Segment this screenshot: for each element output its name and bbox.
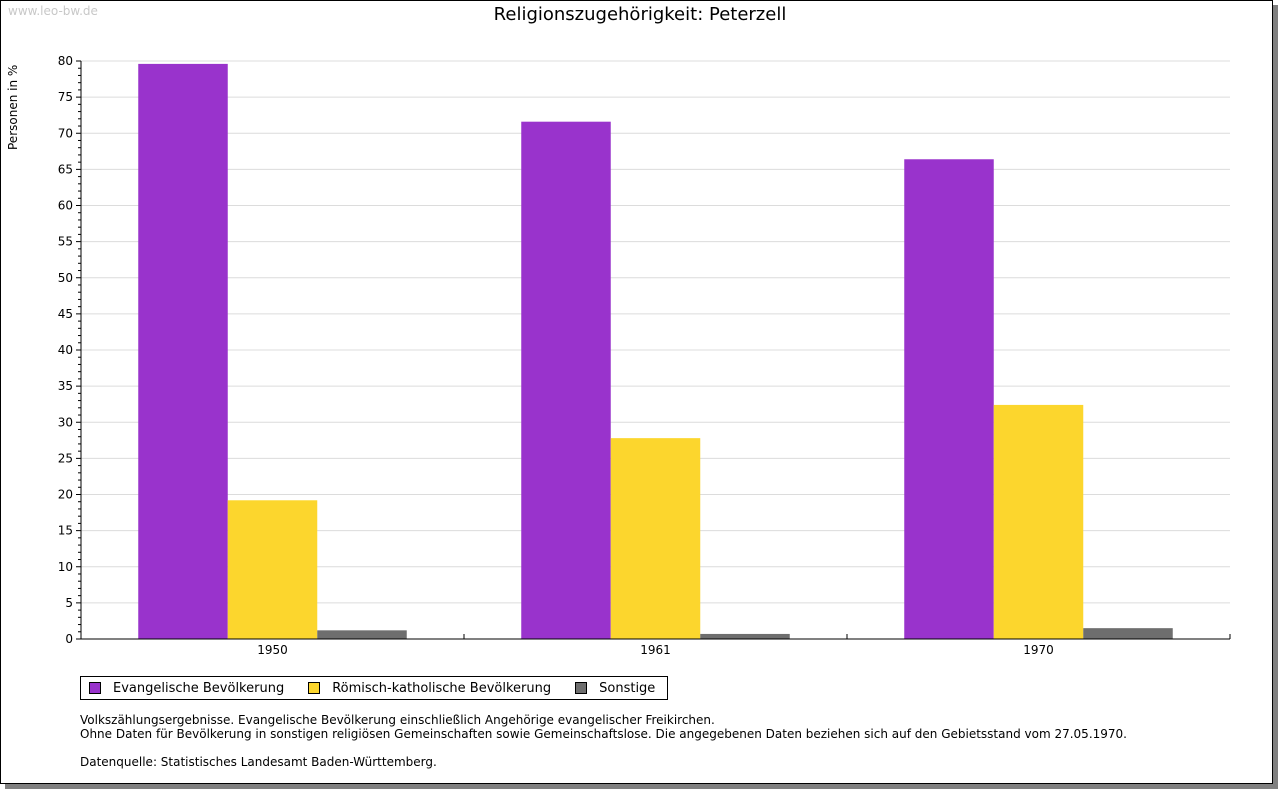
bar-1961-2 [700,633,790,639]
bar-1970-0 [904,159,994,639]
y-tick-label: 40 [58,343,73,357]
chart-title: Religionszugehörigkeit: Peterzell [493,4,787,25]
y-tick-label: 60 [58,199,73,213]
y-tick-label: 10 [58,560,73,574]
y-tick-label: 50 [58,271,73,285]
y-tick-label: 30 [58,415,73,429]
bar-1961-1 [610,438,701,639]
legend-item: Sonstige [575,681,655,696]
legend: Evangelische Bevölkerung Römisch-katholi… [80,676,669,700]
chart-notes: Volkszählungsergebnisse. Evangelische Be… [80,713,1127,769]
legend-swatch [89,682,101,694]
bar-1950-2 [317,630,407,639]
y-tick-label: 70 [58,126,73,140]
y-tick-label: 55 [58,235,73,249]
y-tick-label: 25 [58,451,73,465]
y-tick-label: 15 [58,524,73,538]
y-tick-label: 35 [58,379,73,393]
y-tick-label: 45 [58,307,73,321]
legend-swatch [308,682,321,694]
bar-1961-0 [521,121,611,639]
y-tick-label: 80 [58,54,73,68]
bar-1970-1 [993,404,1084,639]
legend-item: Evangelische Bevölkerung [89,681,284,696]
legend-item: Römisch-katholische Bevölkerung [308,681,551,696]
source-line: Datenquelle: Statistisches Landesamt Bad… [80,755,437,769]
y-tick-label: 75 [58,90,73,104]
legend-label: Römisch-katholische Bevölkerung [332,680,552,696]
watermark: www.leo-bw.de [8,4,98,18]
legend-label: Evangelische Bevölkerung [113,680,285,696]
y-tick-label: 20 [58,488,73,502]
y-axis-label: Personen in % [6,65,20,150]
y-tick-label: 5 [65,596,73,610]
x-tick-label: 1970 [1023,643,1054,657]
note-line: Volkszählungsergebnisse. Evangelische Be… [80,713,715,727]
bar-1950-1 [227,500,318,639]
y-tick-label: 65 [58,162,73,176]
note-line: Ohne Daten für Bevölkerung in sonstigen … [80,727,1127,741]
bar-1950-0 [138,63,228,639]
y-tick-label: 0 [65,632,73,646]
bar-1970-2 [1083,628,1173,639]
x-tick-label: 1961 [640,643,671,657]
legend-label: Sonstige [599,680,656,696]
x-tick-label: 1950 [257,643,288,657]
legend-swatch [575,682,588,694]
